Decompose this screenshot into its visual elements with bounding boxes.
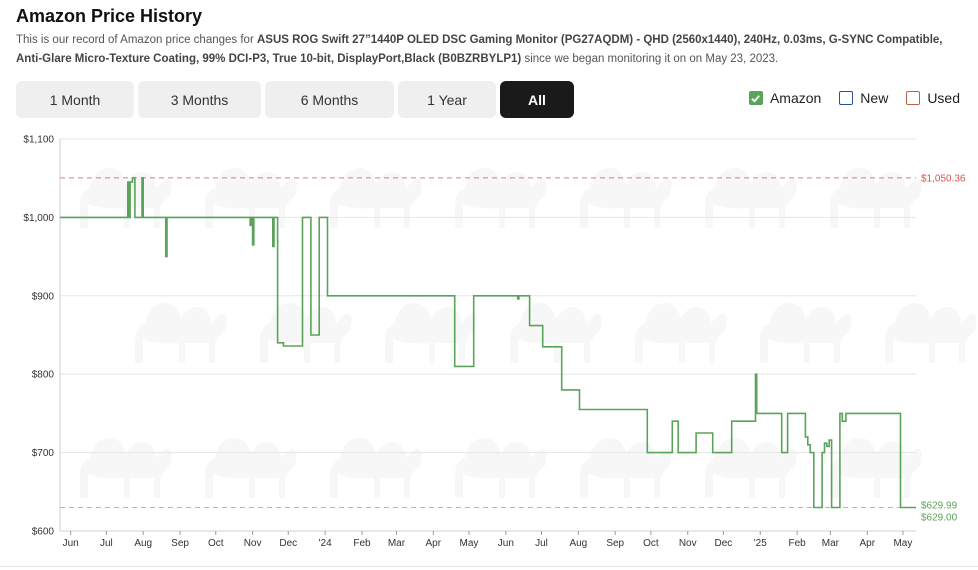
- y-tick-label: $600: [32, 527, 55, 538]
- reference-lines: $1,050.36 $629.99$629.00: [60, 173, 966, 523]
- x-tick-label: Jun: [63, 538, 79, 549]
- x-tick-label: Aug: [134, 538, 152, 549]
- x-tick-label: Sep: [171, 538, 189, 549]
- lowest-price-label: $629.00: [921, 512, 958, 523]
- y-tick-label: $800: [32, 370, 55, 381]
- x-tick-label: '24: [319, 538, 332, 549]
- camel-watermark-icon: [705, 168, 797, 228]
- camel-watermark-icon: [580, 168, 672, 228]
- price-history-chart: $600 $700 $800 $900 $1,000 $1,100 Jun Jul Aug Se…: [23, 135, 977, 549]
- range-button-3-months[interactable]: 3 Months: [138, 81, 261, 118]
- camel-watermark-icon: [260, 303, 352, 363]
- legend-new-label: New: [860, 90, 889, 106]
- x-tick-label: Feb: [788, 538, 806, 549]
- chart-grid: [59, 138, 916, 532]
- x-tick-label: Nov: [679, 538, 697, 549]
- camel-watermark-icon: [705, 438, 797, 498]
- camel-watermark-icon: [455, 168, 547, 228]
- camel-watermark-icon: [830, 438, 922, 498]
- y-tick-label: $900: [32, 291, 55, 302]
- x-tick-label: Mar: [388, 538, 406, 549]
- y-tick-label: $700: [32, 448, 55, 459]
- x-tick-label: Jun: [498, 538, 514, 549]
- x-tick-label: Apr: [426, 538, 442, 549]
- camel-watermark-icon: [80, 438, 172, 498]
- camel-watermark-icon: [330, 438, 422, 498]
- camel-watermark-icon: [330, 168, 422, 228]
- camel-watermark-icon: [635, 303, 727, 363]
- x-tick-label: Oct: [208, 538, 224, 549]
- amazon-price-series-line: [60, 177, 916, 509]
- x-tick-label: Jul: [535, 538, 548, 549]
- highest-price-label: $1,050.36: [921, 173, 966, 184]
- legend-used[interactable]: Used: [906, 90, 960, 106]
- camel-watermark-icon: [830, 168, 922, 228]
- series-legend: Amazon New Used: [748, 90, 960, 106]
- x-tick-label: Dec: [715, 538, 733, 549]
- range-button-6-months[interactable]: 6 Months: [265, 81, 394, 118]
- range-button-1-month[interactable]: 1 Month: [16, 81, 134, 118]
- x-tick-label: Sep: [606, 538, 624, 549]
- desc-suffix: since we began monitoring it on on May 2…: [521, 53, 779, 65]
- x-tick-label: Aug: [569, 538, 587, 549]
- camel-watermark-icon: [80, 168, 172, 228]
- current-price-label: $629.99: [921, 500, 958, 511]
- range-button-all[interactable]: All: [500, 81, 574, 118]
- x-axis-ticks: Jun Jul Aug Sep Oct Nov Dec '24 Feb Mar Apr May Jun J…: [63, 531, 912, 549]
- bottom-divider: [0, 566, 978, 567]
- x-tick-label: Jul: [100, 538, 113, 549]
- product-description: This is our record of Amazon price chang…: [16, 31, 946, 69]
- camel-watermark-icon: [205, 168, 297, 228]
- camel-watermark-icon: [760, 303, 852, 363]
- check-icon: [751, 94, 761, 103]
- legend-new[interactable]: New: [839, 90, 888, 106]
- camel-watermark-icon: [580, 438, 672, 498]
- range-button-1-year[interactable]: 1 Year: [398, 81, 496, 118]
- camel-watermark-icon: [385, 303, 477, 363]
- new-checkbox[interactable]: [839, 91, 854, 105]
- amazon-checkbox[interactable]: [748, 91, 763, 105]
- camel-watermark-icon: [205, 438, 297, 498]
- y-tick-label: $1,000: [23, 213, 54, 224]
- x-tick-label: Apr: [859, 538, 875, 549]
- x-tick-label: Oct: [643, 538, 659, 549]
- legend-amazon[interactable]: Amazon: [748, 90, 822, 106]
- camel-watermark-icon: [510, 303, 602, 363]
- x-tick-label: May: [893, 538, 912, 549]
- camel-watermark-icon: [455, 438, 547, 498]
- x-tick-label: May: [460, 538, 479, 549]
- page-title: Amazon Price History: [16, 6, 203, 26]
- used-checkbox[interactable]: [906, 91, 921, 105]
- x-tick-label: Feb: [353, 538, 371, 549]
- x-tick-label: Nov: [244, 538, 262, 549]
- x-tick-label: Dec: [279, 538, 297, 549]
- legend-amazon-label: Amazon: [769, 90, 822, 106]
- x-tick-label: '25: [754, 538, 767, 549]
- camel-watermark-icon: [885, 303, 977, 363]
- y-axis-ticks: $600 $700 $800 $900 $1,000 $1,100: [23, 135, 54, 538]
- camel-watermark-icon: [135, 303, 227, 363]
- series-group: [60, 177, 916, 509]
- legend-used-label: Used: [927, 90, 960, 106]
- date-range-selector: 1 Month 3 Months 6 Months 1 Year All: [16, 81, 574, 118]
- x-tick-label: Mar: [822, 538, 840, 549]
- product-name: ASUS ROG Swift 27”1440P OLED DSC Gaming …: [16, 34, 943, 65]
- desc-prefix: This is our record of Amazon price chang…: [16, 34, 257, 46]
- y-tick-label: $1,100: [23, 135, 54, 146]
